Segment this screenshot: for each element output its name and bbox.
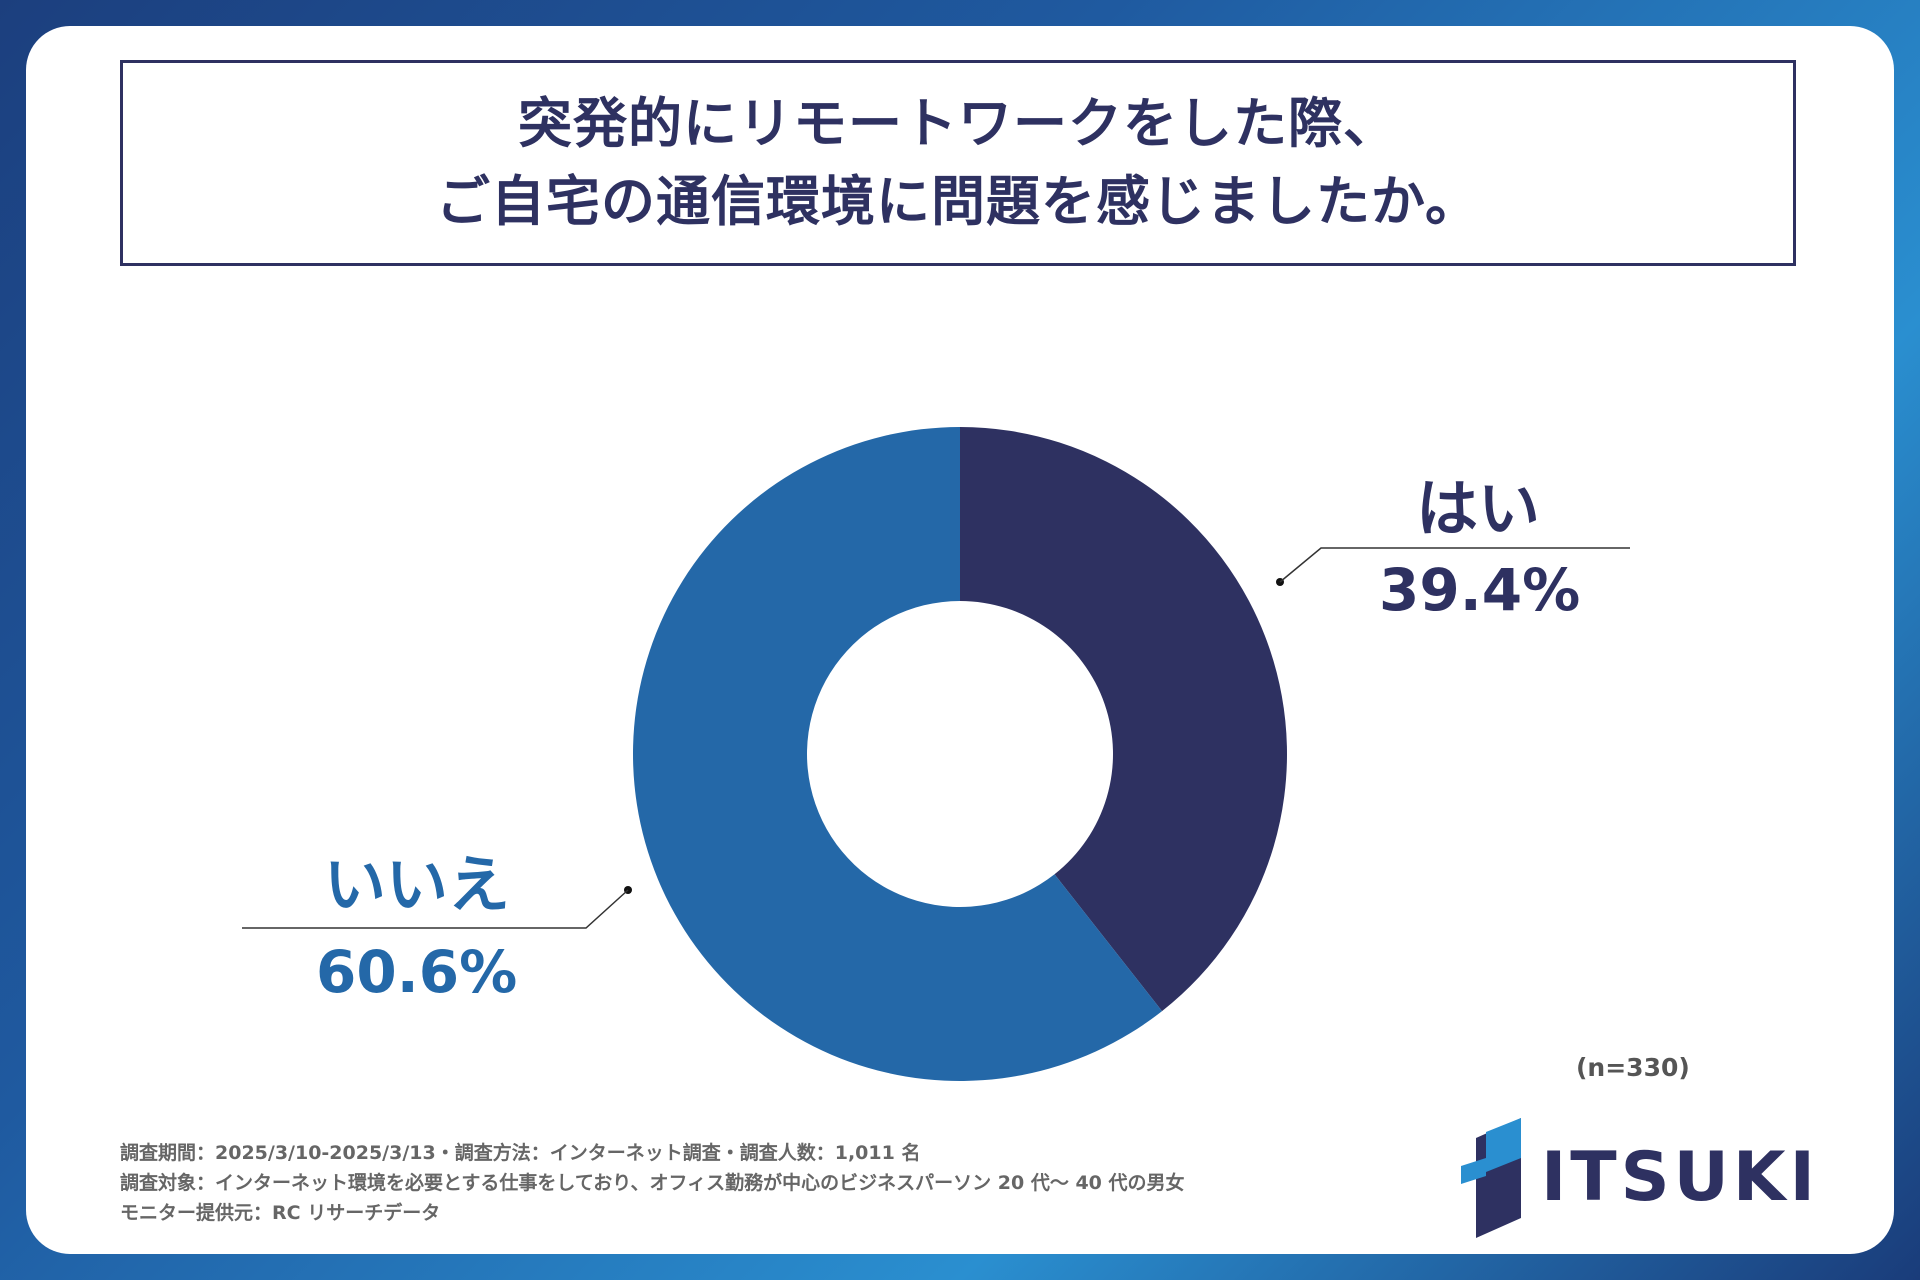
slice-no: [633, 426, 1163, 1081]
value-label-yes: 39.4%: [1379, 556, 1581, 624]
logo-text: ITSUKI: [1541, 1138, 1819, 1217]
label-no: いいえ: [324, 848, 511, 921]
leader-lines-group: [242, 547, 1630, 929]
card: 突発的にリモートワークをした際、 ご自宅の通信環境に問題を感じましたか。 はい …: [26, 26, 1894, 1254]
label-yes: はい: [1416, 472, 1541, 545]
value-label-no: 60.6%: [316, 938, 518, 1006]
title-line-2: ご自宅の通信環境に問題を感じましたか。: [436, 170, 1480, 233]
title-line-1: 突発的にリモートワークをした際、: [518, 92, 1398, 155]
leader-line-no: [242, 889, 629, 929]
sample-size: (n=330): [1576, 1053, 1690, 1082]
title-box: 突発的にリモートワークをした際、 ご自宅の通信環境に問題を感じましたか。: [120, 60, 1796, 266]
donut-chart: [242, 426, 1630, 1081]
slice-yes: [960, 427, 1287, 1012]
footer-line-1: 調査期間：2025/3/10-2025/3/13・調査方法：インターネット調査・…: [120, 1142, 921, 1164]
footer-line-2: 調査対象：インターネット環境を必要とする仕事をしており、オフィス勤務が中心のビジ…: [120, 1172, 1185, 1194]
logo-mark-icon: [1461, 1118, 1521, 1238]
leader-line-yes: [1279, 547, 1630, 583]
slices-group: [633, 426, 1287, 1081]
itsuki-logo: ITSUKI: [1446, 1118, 1826, 1238]
footer-line-3: モニター提供元：RC リサーチデータ: [120, 1202, 441, 1224]
footer-notes: 調査期間：2025/3/10-2025/3/13・調査方法：インターネット調査・…: [120, 1138, 1185, 1228]
